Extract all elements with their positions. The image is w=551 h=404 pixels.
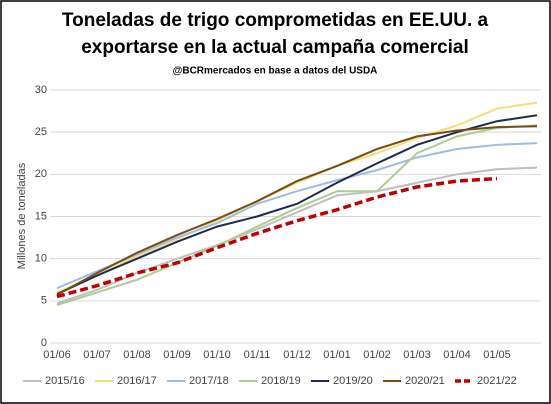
- legend-label: 2021/22: [477, 375, 517, 387]
- y-tick-label: 30: [35, 84, 47, 96]
- y-tick-label: 20: [35, 168, 47, 180]
- series-line: [56, 176, 498, 299]
- legend-label: 2015/16: [45, 375, 85, 387]
- x-tick-label: 01/01: [323, 349, 351, 361]
- series-line: [56, 125, 538, 296]
- series-line: [56, 142, 538, 290]
- y-tick-label: 0: [41, 337, 47, 349]
- y-axis-label: Millones de toneladas: [16, 162, 28, 269]
- x-tick-label: 01/03: [403, 349, 431, 361]
- series-line: [56, 166, 538, 305]
- legend-label: 2017/18: [189, 375, 229, 387]
- series-line: [56, 124, 538, 307]
- series-line: [56, 101, 538, 294]
- y-tick-label: 5: [41, 295, 47, 307]
- x-tick-label: 01/04: [443, 349, 471, 361]
- series-line: [56, 114, 538, 295]
- x-tick-label: 01/10: [203, 349, 231, 361]
- legend-label: 2018/19: [261, 375, 301, 387]
- legend-label: 2019/20: [333, 375, 373, 387]
- y-tick-label: 15: [35, 210, 47, 222]
- chart-title: Toneladas de trigo comprometidas en EE.U…: [62, 10, 489, 31]
- x-tick-label: 01/05: [483, 349, 511, 361]
- x-tick-label: 01/09: [163, 349, 191, 361]
- y-tick-label: 25: [35, 126, 47, 138]
- x-tick-label: 01/11: [244, 349, 271, 361]
- chart-title: exportarse en la actual campaña comercia…: [81, 37, 469, 58]
- chart-subtitle: @BCRmercados en base a datos del USDA: [173, 66, 378, 77]
- x-tick-label: 01/07: [83, 349, 111, 361]
- x-tick-label: 01/12: [283, 349, 311, 361]
- x-tick-label: 01/02: [363, 349, 391, 361]
- x-tick-label: 01/08: [123, 349, 151, 361]
- x-tick-label: 01/06: [43, 349, 71, 361]
- legend-label: 2016/17: [117, 375, 157, 387]
- legend-label: 2020/21: [405, 375, 445, 387]
- y-tick-label: 10: [35, 253, 47, 265]
